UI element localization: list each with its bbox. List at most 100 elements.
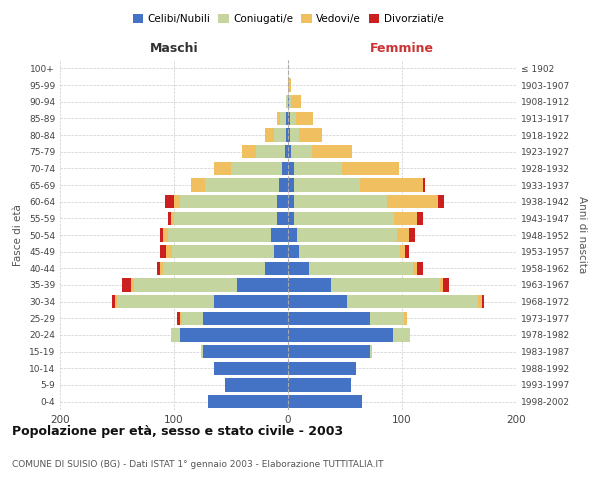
Bar — [360, 178, 422, 192]
Bar — [294, 212, 394, 225]
Bar — [286, 128, 288, 141]
Bar — [288, 245, 299, 258]
Bar — [274, 128, 286, 141]
Bar — [286, 95, 288, 108]
Bar — [288, 95, 289, 108]
Bar — [163, 228, 168, 241]
Bar — [157, 262, 160, 275]
Bar — [277, 112, 280, 125]
Bar — [413, 262, 417, 275]
Bar — [134, 278, 236, 291]
Bar — [160, 262, 163, 275]
Bar — [191, 178, 205, 192]
Text: COMUNE DI SUISIO (BG) - Dati ISTAT 1° gennaio 2003 - Elaborazione TUTTITALIA.IT: COMUNE DI SUISIO (BG) - Dati ISTAT 1° ge… — [12, 460, 383, 469]
Bar — [174, 195, 180, 208]
Bar — [394, 212, 417, 225]
Bar — [280, 112, 286, 125]
Bar — [292, 145, 312, 158]
Bar — [117, 295, 214, 308]
Bar — [393, 328, 410, 342]
Bar — [174, 212, 277, 225]
Bar — [288, 162, 294, 175]
Bar — [271, 228, 288, 241]
Bar — [288, 128, 290, 141]
Bar — [299, 245, 400, 258]
Bar — [165, 195, 174, 208]
Y-axis label: Fasce di età: Fasce di età — [13, 204, 23, 266]
Bar — [274, 245, 288, 258]
Bar — [288, 395, 362, 408]
Bar — [170, 328, 180, 342]
Bar — [440, 278, 443, 291]
Text: Popolazione per età, sesso e stato civile - 2003: Popolazione per età, sesso e stato civil… — [12, 425, 343, 438]
Bar — [180, 328, 288, 342]
Bar — [443, 278, 449, 291]
Bar — [387, 195, 439, 208]
Bar — [397, 228, 409, 241]
Bar — [288, 378, 350, 392]
Bar — [288, 262, 308, 275]
Bar — [478, 295, 482, 308]
Bar — [289, 95, 292, 108]
Bar — [288, 228, 297, 241]
Bar — [163, 262, 265, 275]
Bar — [288, 295, 347, 308]
Bar — [284, 145, 288, 158]
Bar — [288, 278, 331, 291]
Bar — [404, 312, 407, 325]
Bar — [290, 112, 296, 125]
Bar — [231, 162, 283, 175]
Bar — [277, 212, 288, 225]
Bar — [288, 312, 370, 325]
Bar — [370, 345, 373, 358]
Bar — [265, 128, 274, 141]
Bar — [370, 312, 404, 325]
Bar — [288, 362, 356, 375]
Bar — [406, 245, 409, 258]
Bar — [205, 178, 279, 192]
Y-axis label: Anni di nascita: Anni di nascita — [577, 196, 587, 274]
Bar — [422, 178, 425, 192]
Bar — [112, 295, 115, 308]
Bar — [168, 212, 170, 225]
Bar — [296, 112, 313, 125]
Bar — [208, 395, 288, 408]
Bar — [277, 195, 288, 208]
Bar — [294, 178, 360, 192]
Bar — [180, 195, 277, 208]
Bar — [182, 312, 203, 325]
Bar — [131, 278, 134, 291]
Bar — [288, 345, 370, 358]
Bar — [331, 278, 440, 291]
Bar — [482, 295, 484, 308]
Bar — [203, 345, 288, 358]
Bar — [172, 245, 274, 258]
Bar — [288, 328, 393, 342]
Bar — [297, 228, 397, 241]
Text: Maschi: Maschi — [149, 42, 199, 55]
Bar — [417, 262, 422, 275]
Bar — [214, 362, 288, 375]
Bar — [170, 212, 174, 225]
Bar — [226, 378, 288, 392]
Bar — [178, 312, 180, 325]
Text: Femmine: Femmine — [370, 42, 434, 55]
Bar — [409, 228, 415, 241]
Bar — [439, 195, 444, 208]
Bar — [166, 245, 172, 258]
Bar — [283, 162, 288, 175]
Bar — [288, 145, 292, 158]
Bar — [214, 162, 231, 175]
Bar — [160, 245, 166, 258]
Bar — [288, 212, 294, 225]
Bar — [214, 295, 288, 308]
Bar — [347, 295, 478, 308]
Bar — [417, 212, 422, 225]
Bar — [202, 345, 203, 358]
Bar — [294, 195, 387, 208]
Bar — [286, 112, 288, 125]
Bar — [242, 145, 256, 158]
Bar — [265, 262, 288, 275]
Bar — [288, 195, 294, 208]
Bar — [115, 295, 117, 308]
